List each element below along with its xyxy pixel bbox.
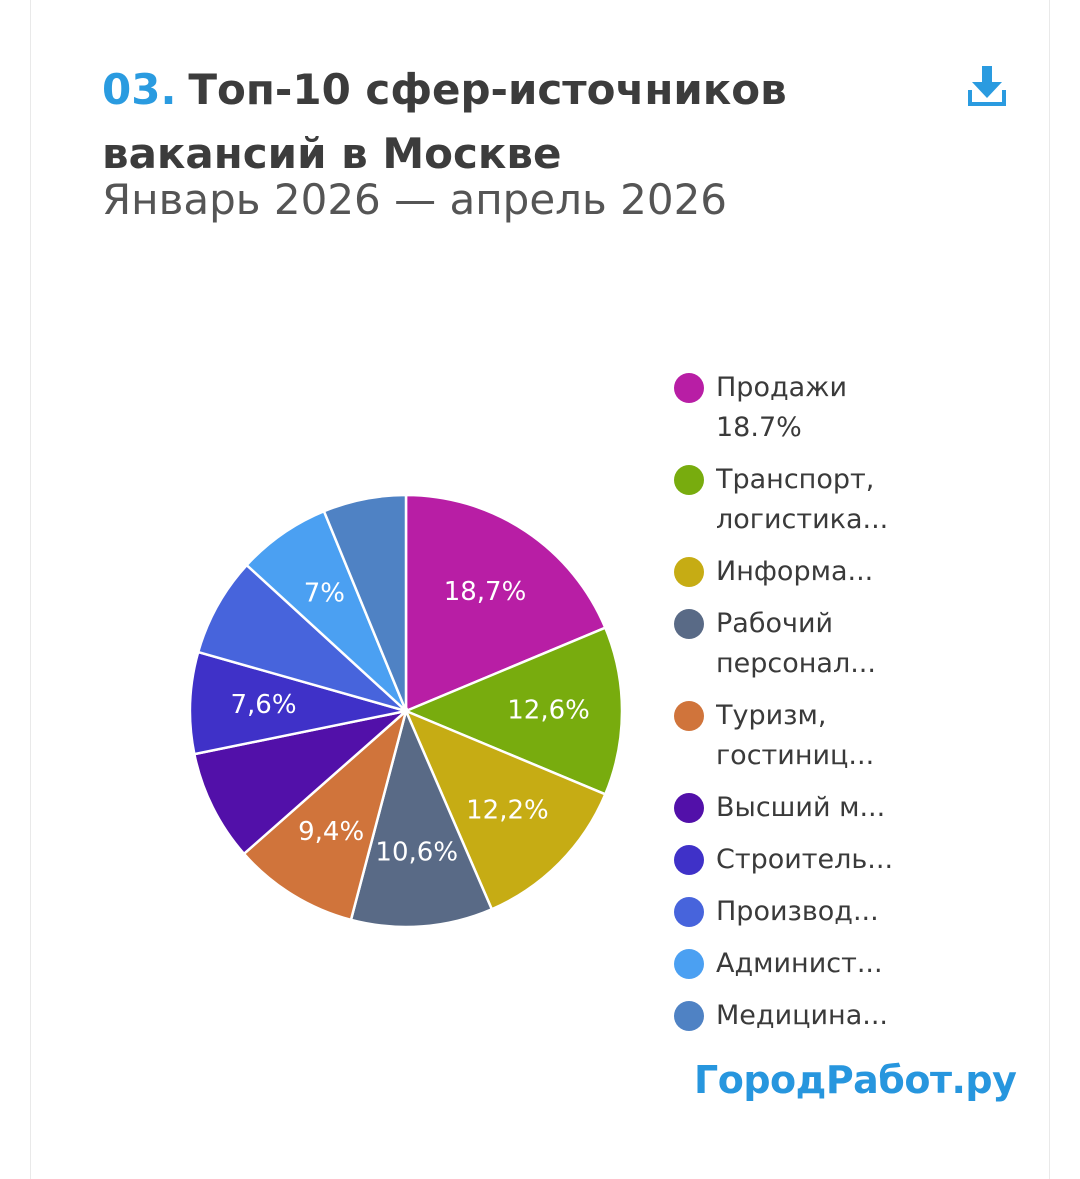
legend-label: Строитель... bbox=[716, 844, 894, 875]
legend-swatch bbox=[674, 1001, 704, 1031]
legend-item[interactable]: Информа... bbox=[674, 552, 914, 592]
chart-card bbox=[30, 0, 1050, 1179]
chart-number: 03. bbox=[102, 65, 177, 114]
legend-label: Админист... bbox=[716, 948, 883, 979]
legend-swatch bbox=[674, 949, 704, 979]
legend-swatch bbox=[674, 845, 704, 875]
legend-label: Продажи 18.7% bbox=[716, 372, 848, 443]
slice-data-label: 10,6% bbox=[375, 838, 458, 868]
pie-slice[interactable] bbox=[349, 707, 494, 929]
slice-data-label: 12,2% bbox=[466, 796, 549, 826]
legend-item[interactable]: Транспорт, логистика... bbox=[674, 460, 914, 540]
pie-slice[interactable] bbox=[404, 493, 607, 713]
legend-label: Медицина... bbox=[716, 1000, 888, 1031]
slice-data-label: 12,6% bbox=[507, 696, 590, 726]
download-icon[interactable] bbox=[964, 64, 1010, 110]
legend-swatch bbox=[674, 701, 704, 731]
legend-label: Информа... bbox=[716, 556, 874, 587]
pie-slice[interactable] bbox=[196, 563, 407, 713]
legend-item[interactable]: Рабочий персонал... bbox=[674, 604, 914, 684]
legend-swatch bbox=[674, 793, 704, 823]
slice-data-label: 7,6% bbox=[231, 690, 297, 720]
chart-subtitle: Январь 2026 — апрель 2026 bbox=[102, 175, 728, 224]
legend-label: Производ... bbox=[716, 896, 879, 927]
legend-item[interactable]: Медицина... bbox=[674, 996, 914, 1036]
pie-slice[interactable] bbox=[188, 650, 407, 756]
pie-slice[interactable] bbox=[322, 493, 408, 712]
legend-label: Туризм, гостиниц... bbox=[716, 700, 875, 771]
pie-slice[interactable] bbox=[242, 707, 409, 922]
legend-label: Высший м... bbox=[716, 792, 886, 823]
pie-chart: 18,7% 12,6% 12,2% 10,6% 9,4% 7,6% 7% bbox=[188, 493, 624, 929]
slice-data-label: 7% bbox=[304, 579, 345, 609]
legend-swatch bbox=[674, 557, 704, 587]
legend-item[interactable]: Строитель... bbox=[674, 840, 914, 880]
legend-swatch bbox=[674, 465, 704, 495]
legend-item[interactable]: Админист... bbox=[674, 944, 914, 984]
legend-item[interactable]: Производ... bbox=[674, 892, 914, 932]
chart-legend: Продажи 18.7% Транспорт, логистика... Инфо… bbox=[674, 368, 914, 1048]
brand-logo: ГородРабот.ру bbox=[694, 1058, 1017, 1102]
legend-label: Рабочий персонал... bbox=[716, 608, 876, 679]
legend-item[interactable]: Продажи 18.7% bbox=[674, 368, 914, 448]
legend-item[interactable]: Туризм, гостиниц... bbox=[674, 696, 914, 776]
slice-data-label: 18,7% bbox=[444, 577, 527, 607]
pie-slice[interactable] bbox=[403, 708, 607, 911]
legend-swatch bbox=[674, 609, 704, 639]
legend-item[interactable]: Высший м... bbox=[674, 788, 914, 828]
pie-slice[interactable] bbox=[192, 708, 411, 856]
chart-title: 03. Топ-10 сфер-источников вакансий в Мос… bbox=[102, 58, 902, 186]
legend-swatch bbox=[674, 897, 704, 927]
legend-label: Транспорт, логистика... bbox=[716, 464, 889, 535]
chart-title-text: Топ-10 сфер-источников вакансий в Москве bbox=[102, 65, 787, 178]
pie-slice[interactable] bbox=[402, 626, 624, 796]
slice-data-label: 9,4% bbox=[298, 817, 364, 847]
legend-swatch bbox=[674, 373, 704, 403]
